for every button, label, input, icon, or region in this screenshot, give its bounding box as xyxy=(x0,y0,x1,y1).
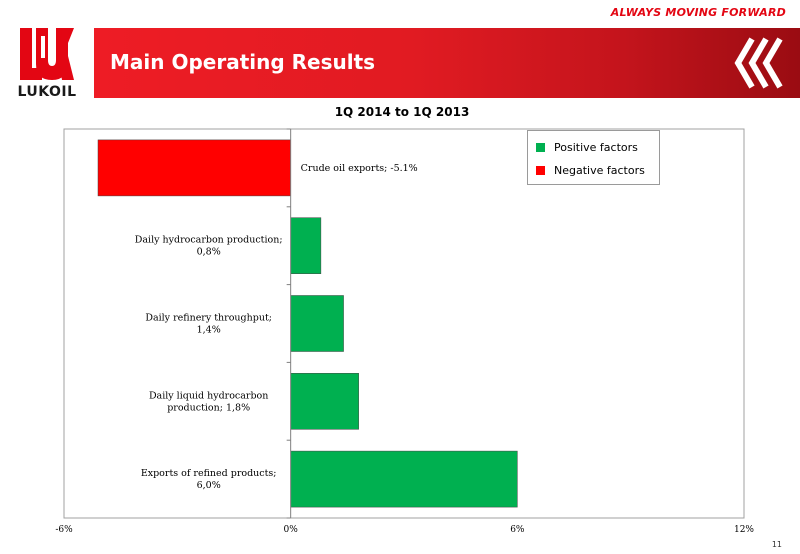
lukoil-logo: LUKOIL xyxy=(12,26,82,106)
plot-area xyxy=(63,128,745,519)
bar-positive xyxy=(290,217,322,274)
chevron-arrows-icon xyxy=(734,37,783,89)
bar-positive xyxy=(290,450,518,508)
x-tick-label: -6% xyxy=(55,525,73,535)
legend-swatch-positive xyxy=(536,142,545,152)
x-tick-label: 6% xyxy=(510,525,525,535)
logo-text: LUKOIL xyxy=(17,84,77,100)
page-number: 11 xyxy=(771,540,782,549)
legend-label-positive: Positive factors xyxy=(554,140,638,154)
category-label: Exports of refined products; 6,0% xyxy=(141,468,277,491)
axis-layer: -6% 0% 6% 12% xyxy=(55,128,754,535)
category-label: Daily liquid hydrocarbon production; 1,8% xyxy=(149,390,268,413)
bars-layer xyxy=(97,139,518,508)
bar-positive xyxy=(290,295,344,352)
chart-title: 1Q 2014 to 1Q 2013 xyxy=(335,105,470,119)
legend-item-positive: Positive factors xyxy=(536,140,638,154)
title-banner: Main Operating Results xyxy=(94,28,800,98)
legend-item-negative: Negative factors xyxy=(536,163,645,177)
x-tick-label: 12% xyxy=(734,525,754,535)
category-label: Crude oil exports; -5.1% xyxy=(301,163,418,174)
lukoil-logo-mark xyxy=(20,28,74,80)
x-tick-label: 0% xyxy=(284,525,299,535)
legend-label-negative: Negative factors xyxy=(554,163,645,177)
slogan: ALWAYS MOVING FORWARD xyxy=(610,6,786,19)
legend-swatch-negative xyxy=(536,165,545,175)
bar-positive xyxy=(290,373,359,430)
page-title: Main Operating Results xyxy=(110,50,376,74)
category-labels: Crude oil exports; -5.1% Daily hydrocarbo… xyxy=(135,163,418,491)
legend: Positive factors Negative factors xyxy=(527,130,660,185)
category-label: Daily refinery throughput; 1,4% xyxy=(145,313,272,336)
category-label: Daily hydrocarbon production; 0,8% xyxy=(135,235,283,258)
bar-negative xyxy=(97,139,291,197)
